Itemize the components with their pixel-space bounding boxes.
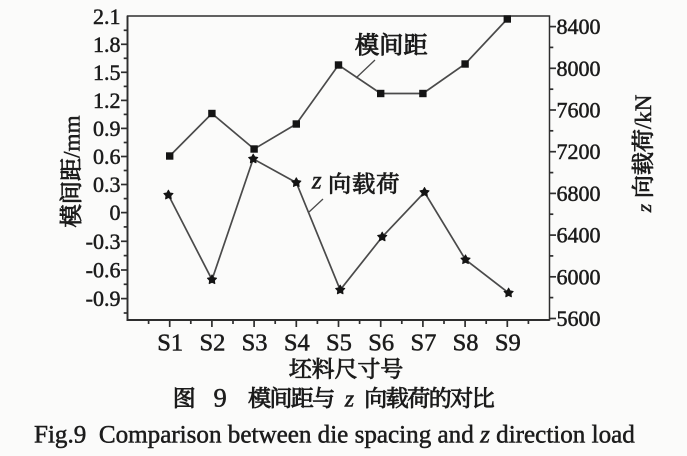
svg-text:direction load: direction load xyxy=(490,422,635,449)
svg-text:6000: 6000 xyxy=(557,264,601,289)
svg-text:Fig.9 Comparison between die: Fig.9 Comparison between die spacing and xyxy=(34,422,474,449)
svg-text:z: z xyxy=(632,203,656,213)
svg-text:1.8: 1.8 xyxy=(93,32,121,57)
svg-text:2.1: 2.1 xyxy=(93,4,121,29)
svg-text:7200: 7200 xyxy=(557,139,601,164)
svg-text:/mm: /mm xyxy=(59,115,85,158)
svg-text:z: z xyxy=(344,386,355,412)
svg-text:8400: 8400 xyxy=(557,14,601,39)
svg-text:-0.9: -0.9 xyxy=(86,286,121,311)
svg-text:0.3: 0.3 xyxy=(93,172,121,197)
svg-text:S3: S3 xyxy=(242,330,268,357)
svg-text:1.2: 1.2 xyxy=(93,88,121,113)
svg-text:S6: S6 xyxy=(368,330,394,357)
svg-text:S2: S2 xyxy=(199,330,225,357)
svg-text:0: 0 xyxy=(110,200,121,225)
svg-text:6800: 6800 xyxy=(557,181,601,206)
svg-text:6400: 6400 xyxy=(557,223,601,248)
svg-text:S4: S4 xyxy=(284,330,310,357)
svg-text:z: z xyxy=(479,422,490,449)
svg-text:-0.6: -0.6 xyxy=(86,258,121,283)
svg-text:9: 9 xyxy=(214,382,227,412)
svg-text:0.6: 0.6 xyxy=(93,144,121,169)
svg-text:S1: S1 xyxy=(157,330,183,357)
svg-text:0.9: 0.9 xyxy=(93,116,121,141)
svg-text:S5: S5 xyxy=(326,330,352,357)
svg-text:7600: 7600 xyxy=(557,98,601,123)
svg-text:1.5: 1.5 xyxy=(93,60,121,85)
svg-text:S7: S7 xyxy=(410,330,436,357)
svg-text:5600: 5600 xyxy=(557,306,601,331)
svg-text:8000: 8000 xyxy=(557,56,601,81)
svg-text:z: z xyxy=(311,168,322,195)
svg-text:/kN: /kN xyxy=(631,94,656,129)
svg-text:S8: S8 xyxy=(453,330,479,357)
svg-text:S9: S9 xyxy=(495,330,521,357)
svg-text:-0.3: -0.3 xyxy=(86,229,121,254)
